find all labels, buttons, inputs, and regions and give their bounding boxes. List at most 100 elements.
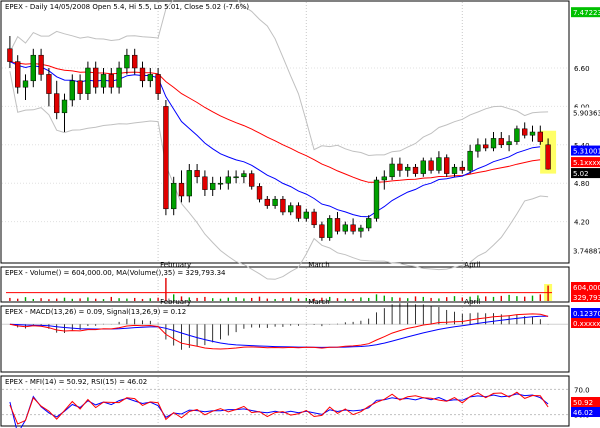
volume-bar	[430, 297, 432, 301]
month-label: March	[308, 298, 329, 306]
candle-body	[210, 182, 216, 190]
price-tick-label: 6.00	[574, 103, 590, 111]
volume-bar	[329, 296, 331, 301]
price-tick-label: 6.60	[574, 65, 590, 73]
volume-bar	[453, 296, 456, 301]
slow-moving-average	[9, 61, 549, 183]
candle-body	[7, 48, 13, 62]
volume-value-label-box	[571, 292, 600, 302]
candle-body	[233, 176, 239, 179]
volume-bar	[391, 297, 393, 301]
macd-value-label: 0.123706	[573, 310, 600, 318]
volume-bar	[399, 297, 401, 301]
price-value-label-box	[571, 7, 600, 18]
volume-bar	[251, 297, 253, 301]
candle-body	[38, 54, 44, 75]
price-value-label-box	[571, 145, 600, 156]
oscillator-value-label-box	[571, 397, 600, 407]
volume-bar	[126, 298, 128, 301]
price-value-label-box	[571, 157, 600, 168]
volume-bar	[508, 294, 510, 301]
price-value-label: 5.1xxxx	[573, 159, 600, 167]
candle-body	[498, 138, 504, 146]
volume-bar	[539, 294, 541, 301]
candle-body	[350, 224, 356, 232]
bollinger-bands	[9, 0, 549, 280]
candle-body	[163, 106, 169, 210]
volume-bar	[17, 298, 19, 301]
oscillator-lines	[2, 388, 568, 428]
macd-panel-frame	[0, 305, 570, 373]
volume-bar	[56, 298, 58, 301]
macd-lines	[2, 302, 568, 350]
volume-bar	[110, 296, 112, 301]
right-value-labels: 7.47223 5.90363 5.31001 5.1xxxx 5.02 3.74887 6…	[571, 7, 600, 417]
volume-bar	[274, 298, 276, 301]
upper-band	[9, 0, 549, 157]
volume-bar	[297, 298, 300, 301]
price-value-label-box	[571, 168, 600, 179]
volume-bar	[383, 295, 385, 301]
volume-bar	[360, 297, 362, 301]
candle-body	[54, 93, 60, 114]
candle-body	[358, 227, 364, 232]
volume-bar	[173, 294, 175, 301]
price-panel-frame	[0, 0, 570, 264]
volume-bar	[102, 299, 105, 301]
volume-bar	[118, 298, 120, 301]
candle-body	[506, 141, 512, 146]
volume-bar	[422, 296, 424, 301]
macd-panel-title: EPEX - MACD(13,26) = 0.09, Signal(13,26,…	[5, 308, 186, 316]
macd-value-label: 0.xxxxx	[573, 320, 600, 328]
volume-bar	[500, 295, 502, 301]
candle-body	[249, 173, 255, 187]
candle-body	[467, 150, 473, 171]
volume-bar	[219, 298, 222, 301]
candle-body	[311, 211, 317, 226]
candle-body	[147, 74, 153, 82]
volume-bar	[305, 297, 307, 301]
candle-body	[178, 182, 185, 197]
volume-bar	[485, 296, 487, 301]
oscillator-value-label-box	[571, 407, 600, 417]
candle-body	[295, 205, 302, 219]
candle-body	[241, 173, 247, 178]
candle-body	[327, 218, 333, 238]
month-label: February	[160, 298, 191, 306]
volume-bar	[368, 297, 370, 301]
volume-bar	[95, 298, 97, 301]
candle-body	[545, 144, 551, 170]
candle-body	[280, 198, 286, 213]
candle-body	[186, 170, 192, 197]
candle-body	[514, 128, 520, 142]
candle-body	[132, 54, 138, 69]
volume-bar	[407, 298, 409, 301]
candle-body	[256, 186, 263, 200]
volume-bar	[32, 298, 34, 301]
volume-bar	[188, 297, 190, 301]
candle-body	[366, 218, 372, 229]
price-value-label: 3.74887	[573, 247, 600, 255]
volume-bar	[235, 297, 237, 301]
volume-bar	[157, 297, 159, 301]
price-panel-title: EPEX - Daily 14/05/2008 Open 5.4, Hi 5.5…	[5, 3, 249, 11]
macd-value-label-box	[571, 308, 600, 318]
mfi-line	[9, 391, 549, 425]
volume-bar	[258, 296, 261, 301]
price-value-label: 5.02	[573, 170, 589, 178]
candle-body	[483, 144, 489, 149]
volume-bar	[321, 297, 323, 301]
fast-moving-average	[9, 61, 549, 218]
volume-bar	[243, 298, 245, 301]
candlesticks	[7, 36, 551, 241]
candle-body	[61, 99, 68, 114]
candle-body	[389, 163, 395, 178]
candle-body	[155, 74, 161, 94]
candle-body	[459, 166, 465, 171]
price-value-label-box	[571, 245, 600, 256]
candle-body	[397, 163, 403, 171]
oscillator-panel-title: EPEX - MFI(14) = 50.92, RSI(15) = 46.02	[5, 378, 147, 386]
oscillator-tick-label: 70.0	[574, 386, 590, 394]
oscillator-value-label: 50.92	[573, 399, 593, 407]
